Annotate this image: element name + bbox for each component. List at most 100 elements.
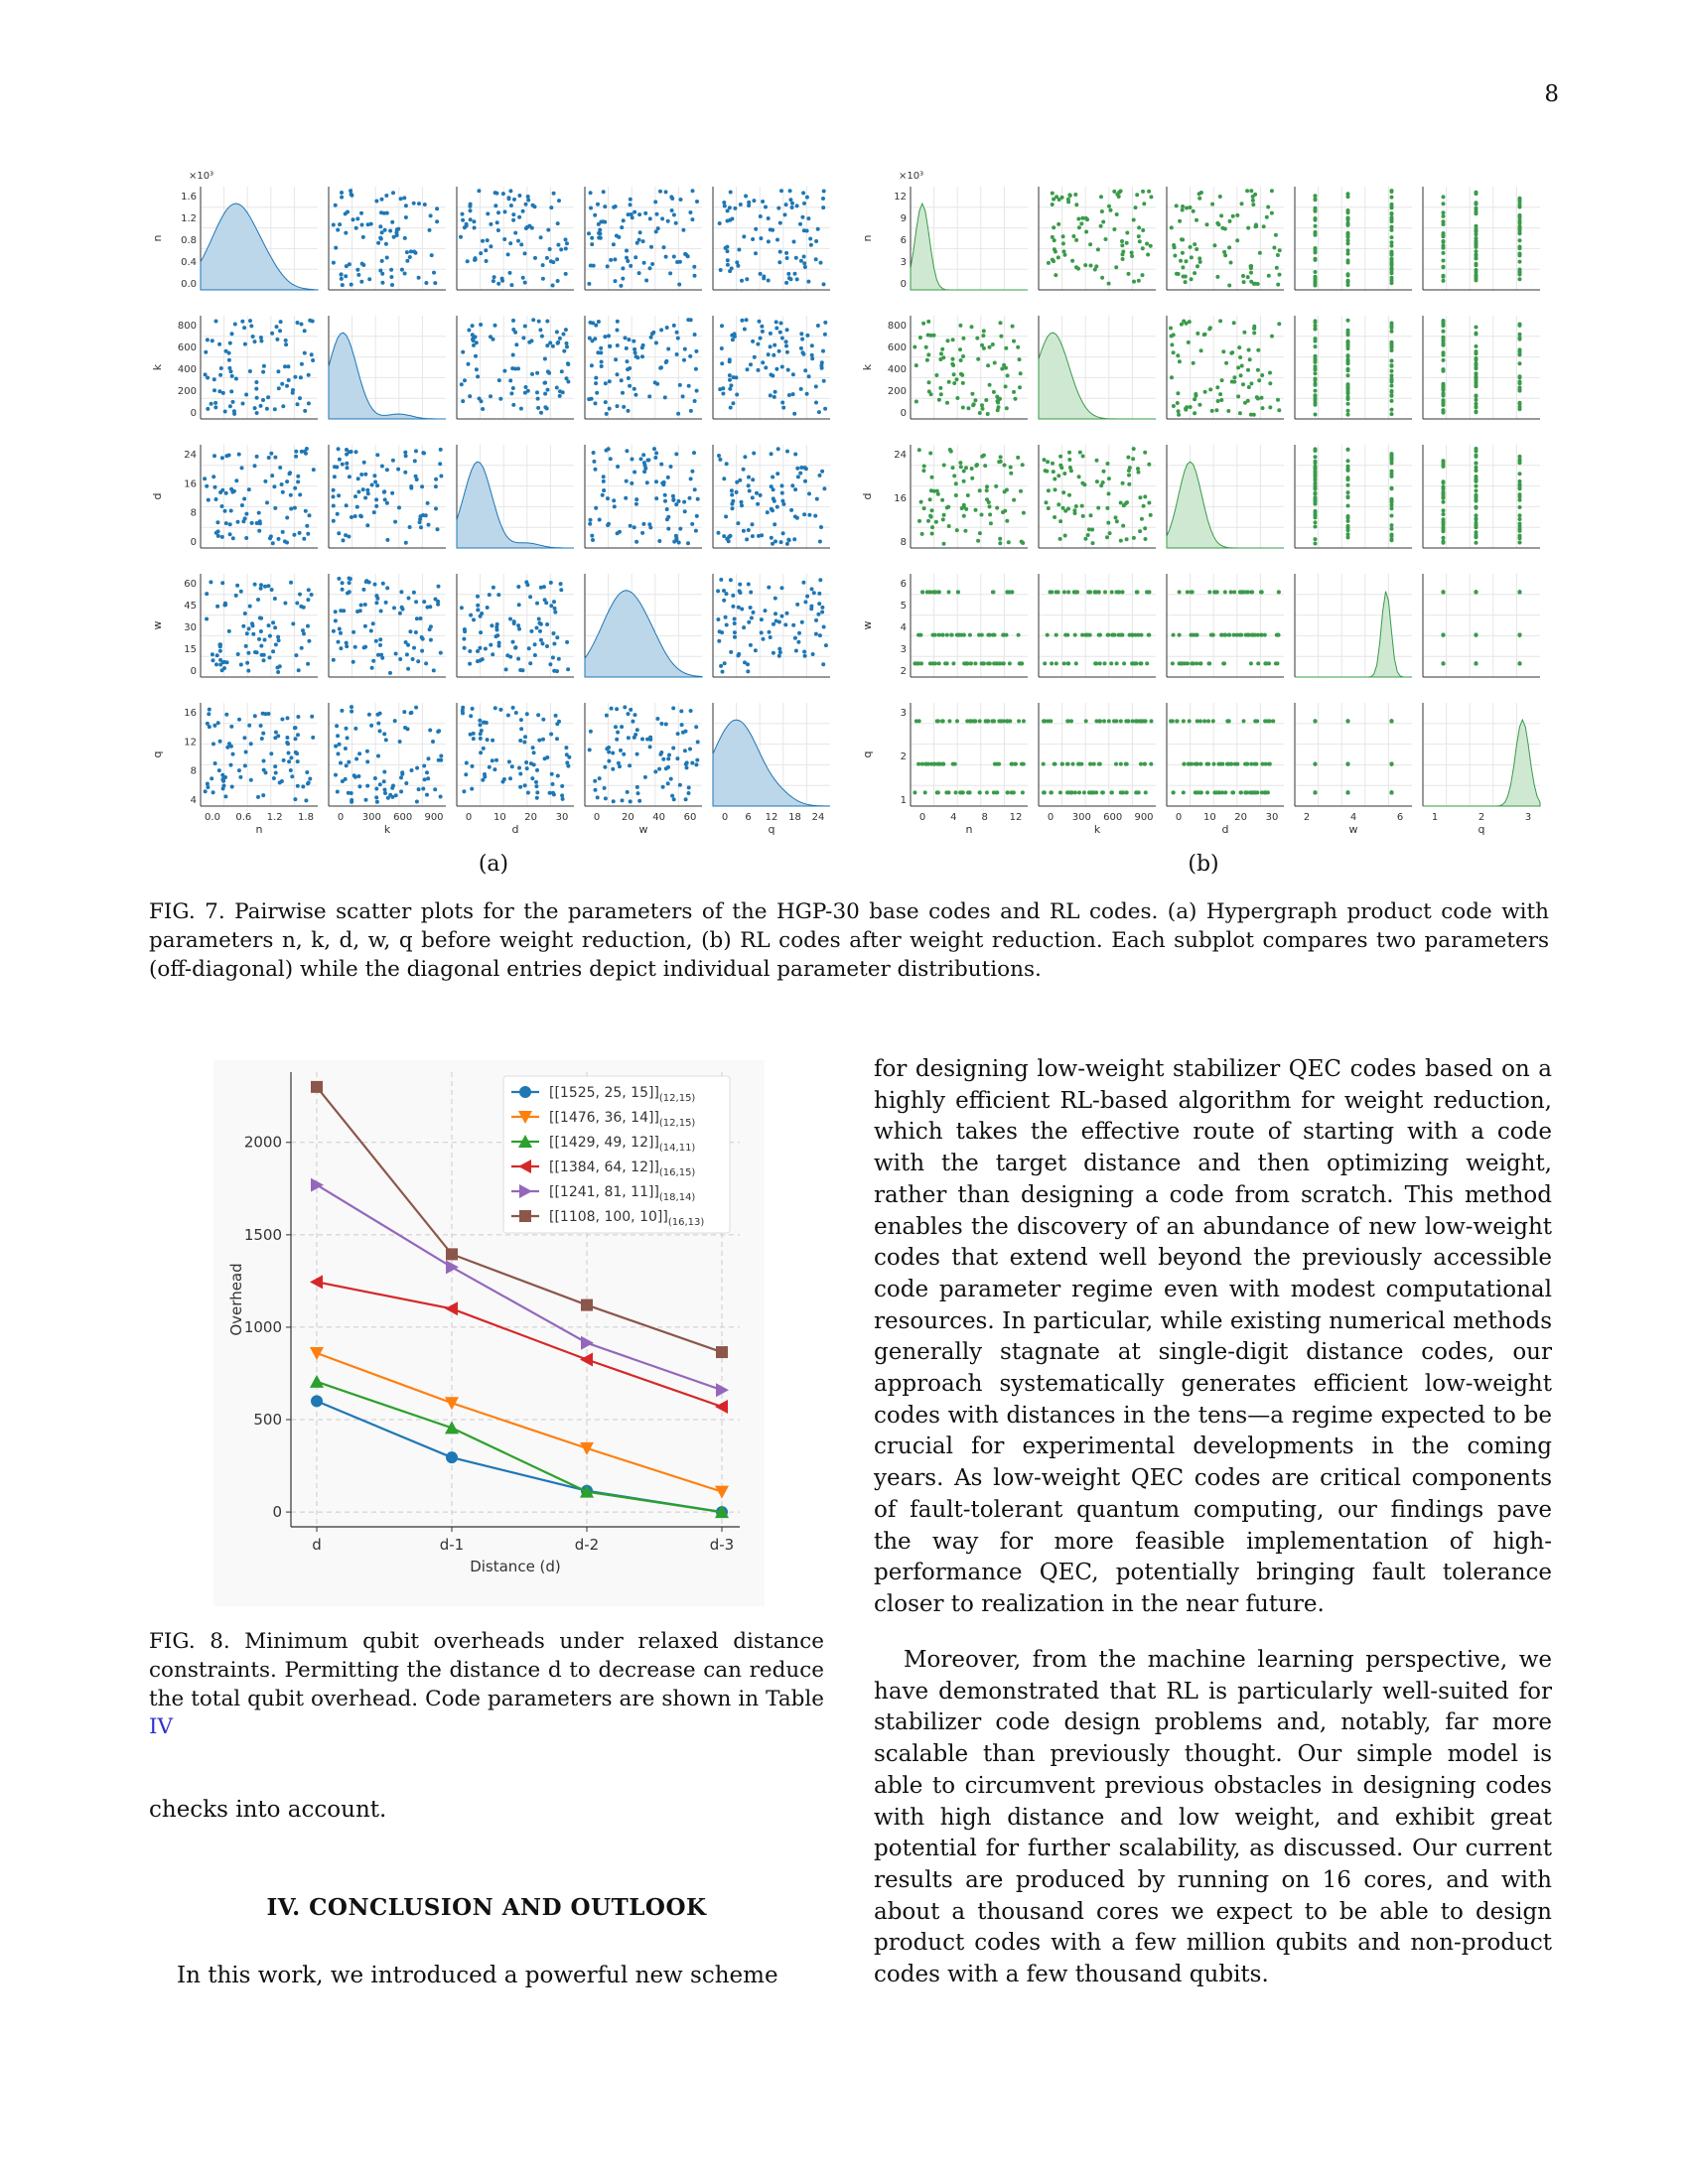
scatter-point	[944, 661, 949, 666]
scatter-point	[657, 539, 662, 543]
scatter-point	[1517, 535, 1522, 540]
scatter-point	[1094, 458, 1099, 463]
scatter-point	[1441, 250, 1446, 255]
scatter-point	[310, 714, 315, 719]
scatter-point	[1313, 324, 1318, 329]
subplot-k-d	[1166, 316, 1284, 420]
scatter-point	[1056, 221, 1061, 226]
scatter-point	[261, 731, 266, 736]
scatter-point	[331, 260, 336, 265]
scatter-point	[778, 321, 783, 326]
scatter-point	[998, 459, 1003, 464]
scatter-point	[676, 540, 681, 545]
y-tick-label: 4	[901, 622, 907, 633]
scatter-point	[1474, 232, 1478, 237]
scatter-point	[690, 469, 695, 474]
scatter-point	[1219, 378, 1224, 383]
scatter-point	[929, 508, 934, 513]
scatter-point	[752, 451, 757, 456]
scatter-point	[1313, 524, 1318, 529]
scatter-point	[621, 266, 626, 271]
scatter-point	[679, 723, 684, 728]
scatter-point	[1474, 261, 1478, 266]
scatter-point	[756, 501, 761, 506]
scatter-point	[347, 576, 352, 581]
scatter-point	[773, 342, 777, 347]
scatter-point	[1313, 501, 1318, 506]
scatter-point	[987, 661, 992, 666]
scatter-point	[724, 462, 729, 467]
scatter-point	[1441, 385, 1446, 390]
scatter-point	[356, 489, 361, 494]
scatter-point	[203, 372, 208, 377]
scatter-point	[367, 277, 372, 282]
scatter-point	[674, 538, 679, 543]
scatter-point	[1120, 632, 1125, 637]
scatter-point	[393, 793, 398, 798]
scatter-point	[694, 388, 699, 393]
scatter-point	[929, 761, 934, 766]
legend-subscript: (12,15)	[659, 1093, 696, 1104]
scatter-point	[1517, 524, 1522, 529]
scatter-point	[540, 263, 545, 268]
scatter-point	[633, 733, 638, 737]
y-axis-label: q	[151, 751, 164, 758]
scatter-point	[1232, 590, 1237, 595]
scatter-point	[248, 777, 253, 782]
scatter-point	[1263, 719, 1268, 724]
y-tick-label: 1000	[244, 1318, 282, 1336]
scatter-point	[1254, 395, 1259, 400]
scatter-point	[350, 515, 353, 519]
scatter-point	[1012, 389, 1016, 394]
scatter-point	[490, 758, 494, 763]
scatter-point	[402, 235, 407, 240]
scatter-point	[378, 609, 383, 614]
scatter-point	[801, 580, 806, 585]
scatter-point	[365, 487, 370, 492]
scatter-point	[782, 212, 787, 217]
subplot-w-k	[328, 574, 446, 678]
scatter-point	[419, 525, 423, 530]
table-ref-link[interactable]: IV	[149, 1714, 174, 1740]
scatter-point	[662, 395, 667, 400]
scatter-point	[210, 776, 214, 781]
scatter-point	[764, 365, 769, 370]
scatter-point	[384, 500, 389, 505]
scatter-point	[784, 349, 789, 354]
scatter-point	[1145, 241, 1150, 246]
scatter-point	[766, 216, 771, 220]
scatter-point	[980, 403, 984, 408]
scatter-point	[729, 383, 734, 388]
scatter-point	[1074, 237, 1079, 242]
scatter-point	[516, 623, 521, 628]
scatter-point	[1109, 790, 1114, 795]
data-point	[445, 1301, 458, 1316]
scatter-point	[617, 234, 622, 239]
scatter-point	[1076, 761, 1081, 766]
scatter-point	[220, 786, 225, 791]
scatter-point	[476, 594, 480, 599]
scatter-point	[349, 189, 353, 194]
scatter-point	[1190, 761, 1195, 766]
scatter-point	[524, 760, 529, 764]
scatter-point	[1389, 719, 1394, 724]
scatter-point	[597, 517, 602, 522]
scatter-point	[1313, 367, 1318, 372]
y-tick-label: 800	[888, 321, 907, 332]
scatter-point	[965, 661, 970, 666]
scatter-point	[750, 534, 755, 539]
scatter-point	[561, 332, 566, 337]
scatter-point	[1313, 461, 1318, 466]
scatter-point	[219, 668, 224, 673]
scatter-point	[1517, 199, 1522, 204]
x-tick-label: 0	[1176, 812, 1182, 823]
scatter-point	[627, 338, 632, 342]
scatter-point	[516, 603, 521, 608]
scatter-point	[1246, 385, 1251, 389]
scatter-point	[1441, 367, 1446, 372]
scatter-point	[790, 201, 794, 205]
scatter-point	[681, 227, 686, 232]
scatter-point	[1185, 590, 1190, 595]
scatter-point	[439, 753, 444, 758]
scatter-point	[211, 658, 215, 663]
